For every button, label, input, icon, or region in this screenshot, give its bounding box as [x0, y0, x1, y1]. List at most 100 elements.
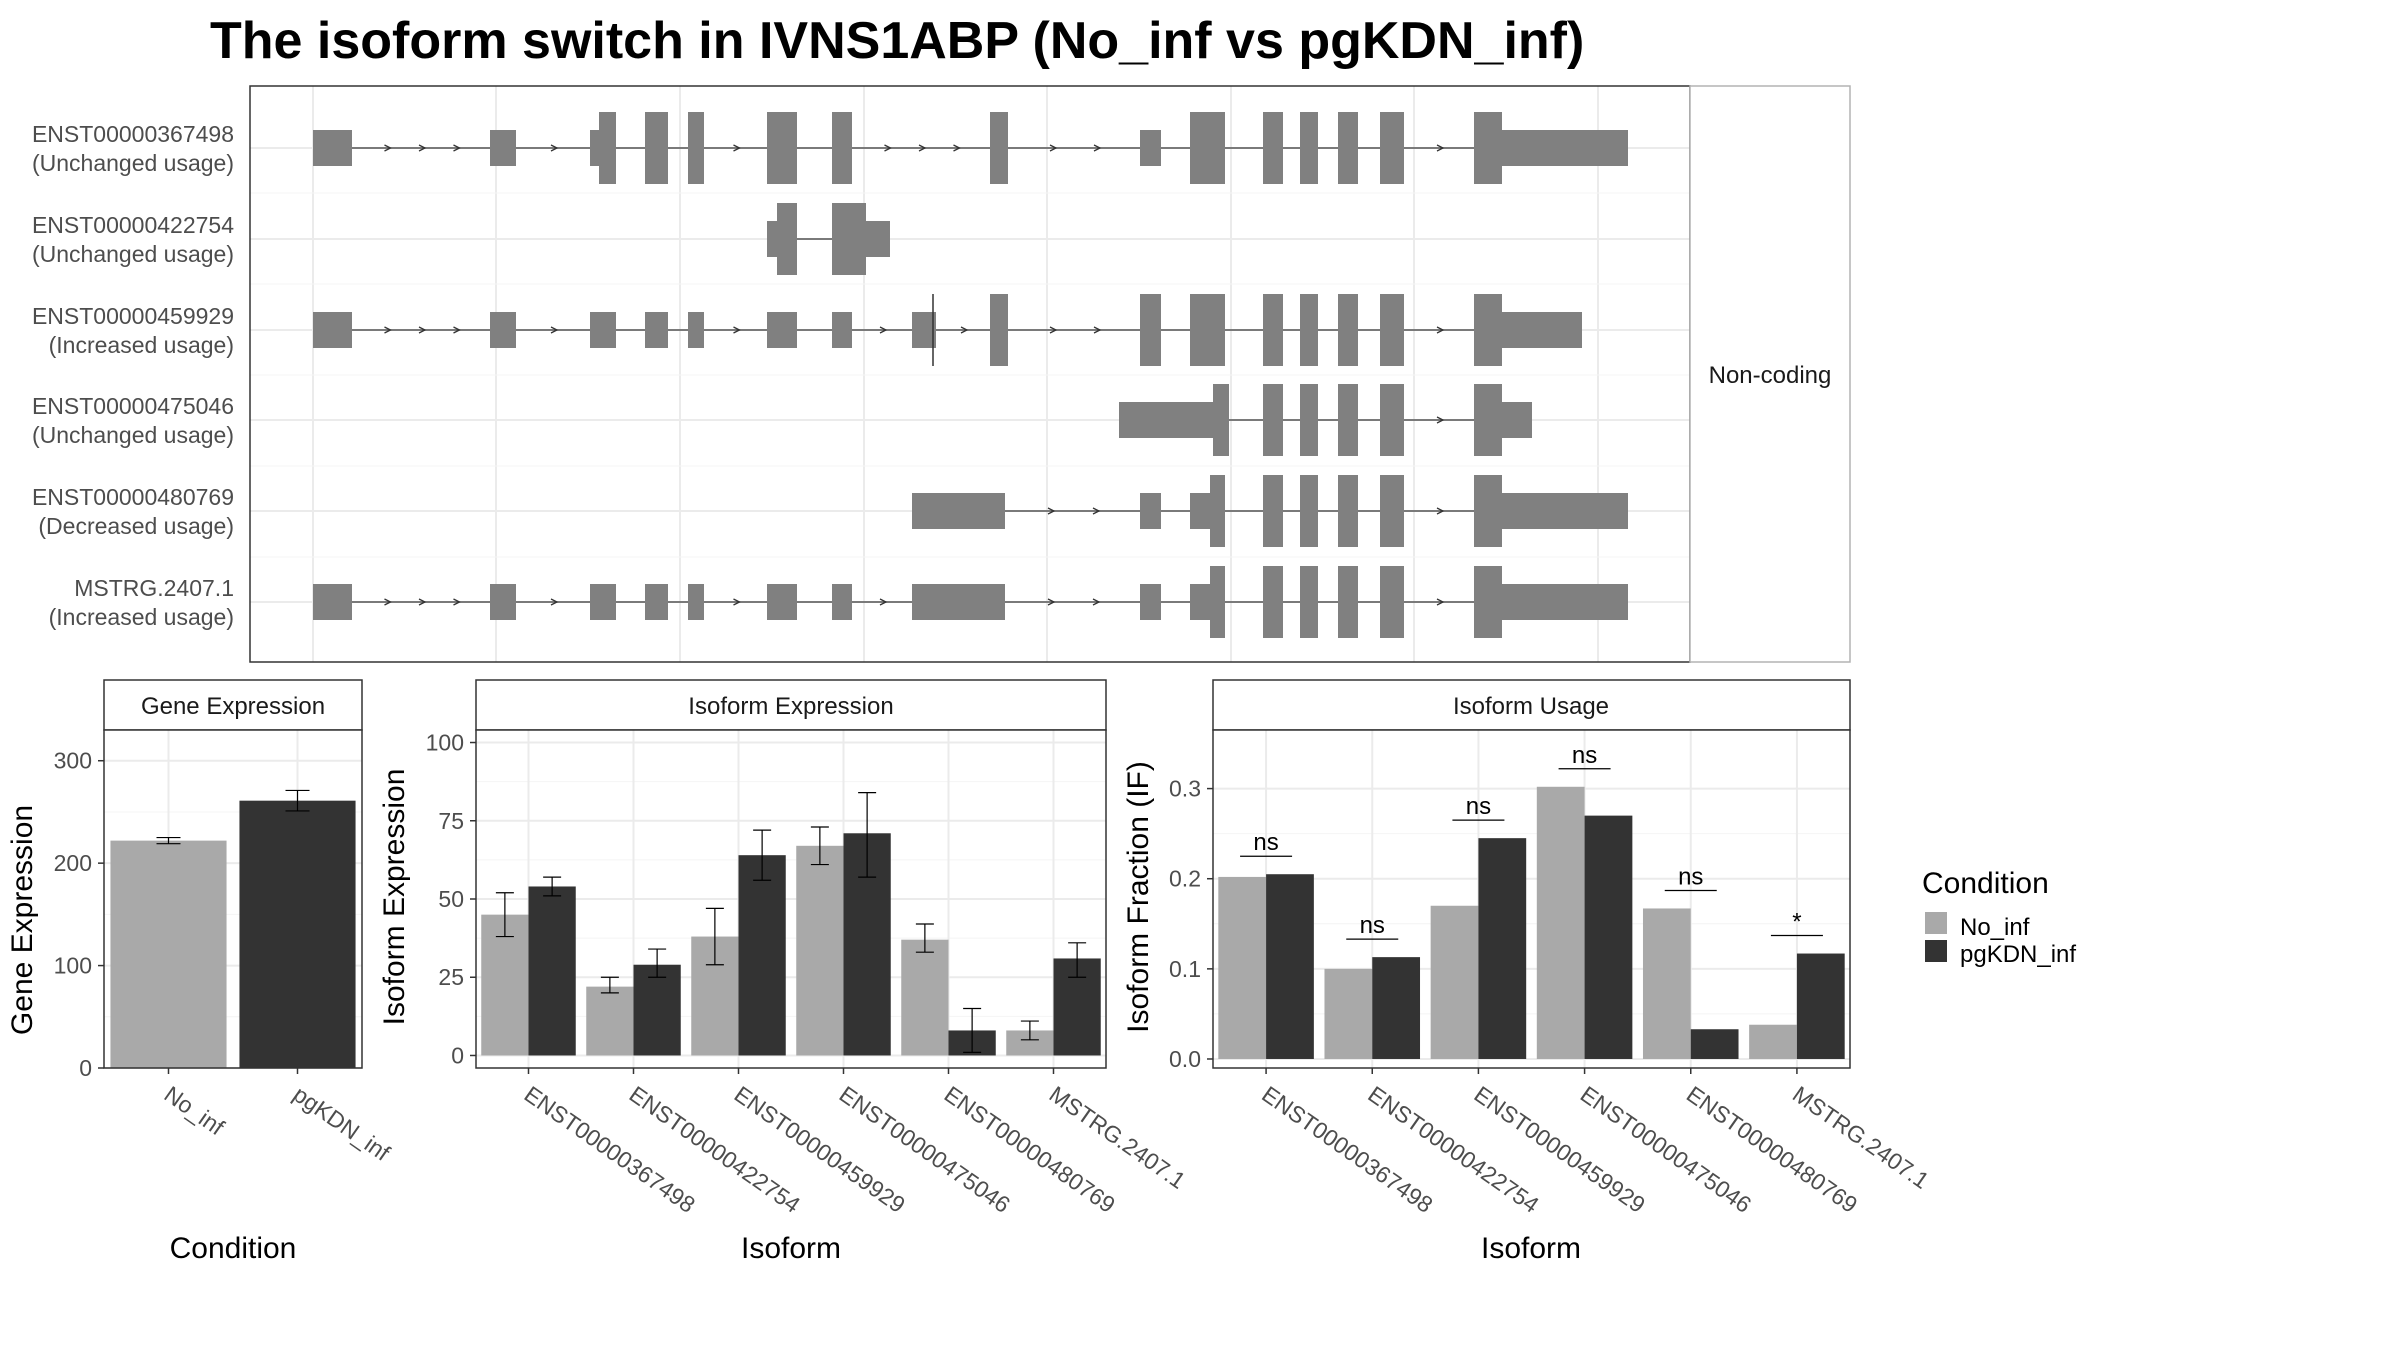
- gene-expression-y-axis-title: Gene Expression: [6, 805, 39, 1035]
- intron-arrow: [1436, 144, 1445, 152]
- isoform-expression-y-tick-label: 100: [426, 730, 464, 756]
- transcript-usage-label: (Unchanged usage): [32, 150, 234, 176]
- transcript-id-label: ENST00000367498: [32, 121, 234, 147]
- exon-block: [313, 584, 352, 620]
- exon-block: [590, 584, 616, 620]
- error-bar-pgKDN_inf-ENST00000475046: [858, 791, 877, 878]
- bar-pgKDN_inf-ENST00000475046: [1584, 815, 1633, 1059]
- bar-pgKDN_inf-ENST00000422754: [633, 964, 681, 1056]
- transcript-id-label: ENST00000459929: [32, 303, 234, 329]
- exon-block: [1300, 294, 1318, 366]
- exon-block: [1338, 112, 1358, 184]
- exon-block: [1380, 566, 1404, 638]
- error-bar-No_inf-ENST00000475046: [810, 826, 829, 866]
- isoform-expression-y-axis-title: Isoform Expression: [378, 769, 411, 1026]
- exon-block: [1502, 584, 1628, 620]
- exon-block: [1300, 112, 1318, 184]
- gene-expression-plot: 0 100 200 300 No_inf pgKDN_inf: [54, 729, 395, 1166]
- intron-arrow: [918, 144, 927, 152]
- transcript-usage-label: (Unchanged usage): [32, 422, 234, 448]
- significance-label: *: [1792, 909, 1801, 936]
- error-bar-pgKDN_inf-ENST00000480769: [963, 1007, 982, 1053]
- intron-arrow: [418, 598, 427, 606]
- exon-block: [767, 584, 797, 620]
- exon-block: [1380, 384, 1404, 456]
- intron-arrow: [960, 326, 969, 334]
- exon-block: [777, 203, 797, 275]
- exon-block: [832, 584, 852, 620]
- exon-block: [1380, 475, 1404, 547]
- isoform-expression-y-tick-label: 50: [438, 886, 464, 912]
- isoform-expression-strip: [475, 679, 1107, 731]
- exon-block: [1474, 112, 1502, 184]
- intron-arrow: [733, 144, 741, 152]
- transcript-strip-label: Non-coding: [1709, 362, 1832, 389]
- isoform-expression-plot: 0 25 50 75 100 ENST00000367498ENST00000422754…: [426, 729, 1190, 1218]
- transcript-tracks: [313, 112, 1628, 638]
- exon-block: [1338, 294, 1358, 366]
- exon-block: [1140, 493, 1161, 529]
- gene-expression-x-axis-title: Condition: [170, 1232, 297, 1265]
- error-bar-pgKDN_inf-ENST00000367498: [543, 876, 562, 897]
- error-bar-No_inf-ENST00000367498: [495, 892, 514, 938]
- isoform-usage-panel: Isoform Usage Isoform Fraction (IF) Isof…: [1122, 679, 1851, 1265]
- exon-block: [1140, 294, 1161, 366]
- exon-block: [645, 112, 668, 184]
- gene-expression-y-tick-label: 300: [54, 748, 92, 774]
- exon-block: [832, 112, 852, 184]
- bar-No_inf-ENST00000475046: [796, 845, 844, 1056]
- intron-arrow: [1047, 507, 1056, 515]
- exon-block: [1190, 294, 1225, 366]
- legend-label-no-inf: No_inf: [1960, 914, 2030, 941]
- exon-block: [912, 493, 1005, 529]
- exon-block: [832, 312, 852, 348]
- gene-expression-y-tick-label: 100: [54, 953, 92, 979]
- exon-block: [1380, 112, 1404, 184]
- exon-block: [990, 112, 1008, 184]
- significance-label: ns: [1360, 912, 1385, 939]
- isoform-usage-y-tick-label: 0.3: [1169, 776, 1201, 802]
- figure-title: The isoform switch in IVNS1ABP (No_inf v…: [210, 12, 1584, 70]
- bar-pgKDN_inf-ENST00000422754: [1372, 957, 1421, 1059]
- exon-block: [1210, 475, 1225, 547]
- error-bar-pgKDN_inf-ENST00000422754: [648, 948, 667, 978]
- exon-block: [1502, 312, 1582, 348]
- bar-No_inf-ENST00000480769: [901, 939, 949, 1056]
- bar-No_inf-MSTRG.2407.1: [1749, 1024, 1797, 1059]
- bar-No_inf: [110, 840, 227, 1068]
- transcript-usage-label: (Increased usage): [49, 332, 234, 358]
- exon-block: [866, 221, 890, 257]
- transcript-strip: [1689, 85, 1851, 663]
- intron-arrow: [1049, 144, 1058, 152]
- transcript-usage-label: (Increased usage): [49, 604, 234, 630]
- isoform-usage-x-tick-label: ENST00000459929: [1470, 1081, 1650, 1218]
- transcript-id-label: ENST00000475046: [32, 393, 234, 419]
- exon-block: [1502, 402, 1532, 438]
- intron-arrow: [953, 144, 961, 152]
- intron-arrow: [1436, 598, 1445, 606]
- bar-No_inf-ENST00000422754: [1324, 968, 1373, 1059]
- gene-expression-strip-title: Gene Expression: [141, 693, 325, 720]
- transcript-track-ENST00000422754: [767, 203, 890, 275]
- error-bar-No_inf-ENST00000422754: [600, 976, 619, 994]
- exon-block: [688, 584, 704, 620]
- legend-swatch-pgkdn-inf: [1925, 940, 1947, 962]
- exon-block: [1190, 493, 1210, 529]
- intron-arrow: [879, 598, 888, 606]
- exon-block: [490, 312, 516, 348]
- isoform-expression-x-axis-title: Isoform: [741, 1232, 841, 1265]
- exon-block: [490, 584, 516, 620]
- gene-expression-y-tick-label: 0: [79, 1055, 92, 1081]
- transcript-panel: Non-coding ENST00000367498 (Unchanged usa…: [32, 85, 1851, 663]
- isoform-usage-x-tick-label: ENST00000475046: [1576, 1081, 1756, 1218]
- error-bar-No_inf-ENST00000459929: [705, 907, 724, 966]
- gene-expression-plot-border: [103, 729, 363, 1069]
- error-bar-pgKDN_inf-ENST00000459929: [753, 829, 772, 881]
- exon-block: [1474, 566, 1502, 638]
- intron-arrow: [1047, 598, 1056, 606]
- isoform-expression-panel: Isoform Expression Isoform Expression Is…: [378, 679, 1107, 1265]
- exon-block: [645, 584, 668, 620]
- significance-label: ns: [1253, 829, 1278, 856]
- error-bar-No_inf-MSTRG.2407.1: [1020, 1020, 1039, 1041]
